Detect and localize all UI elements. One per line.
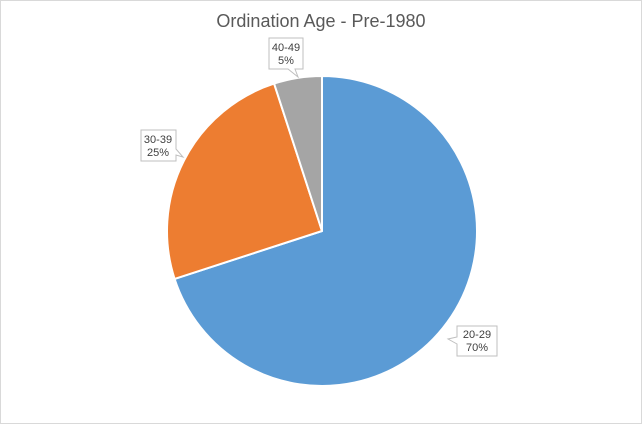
pie-slice-30-39 bbox=[166, 82, 323, 280]
data-label-value: 70% bbox=[466, 342, 488, 354]
data-label-category: 30-39 bbox=[144, 134, 172, 146]
pie-slice-40-49 bbox=[273, 75, 323, 232]
data-label-20-29: 20-29 70% bbox=[446, 325, 498, 357]
data-label-30-39: 30-39 25% bbox=[140, 129, 185, 162]
data-label-category: 40-49 bbox=[272, 42, 300, 54]
data-label-40-49: 40-49 5% bbox=[268, 37, 304, 79]
data-label-value: 25% bbox=[147, 147, 169, 159]
data-label-value: 5% bbox=[278, 55, 294, 67]
chart-title: Ordination Age - Pre-1980 bbox=[216, 11, 426, 31]
pie-slice-20-29 bbox=[173, 75, 478, 387]
pie-slices bbox=[166, 75, 478, 387]
data-label-category: 20-29 bbox=[463, 329, 491, 341]
